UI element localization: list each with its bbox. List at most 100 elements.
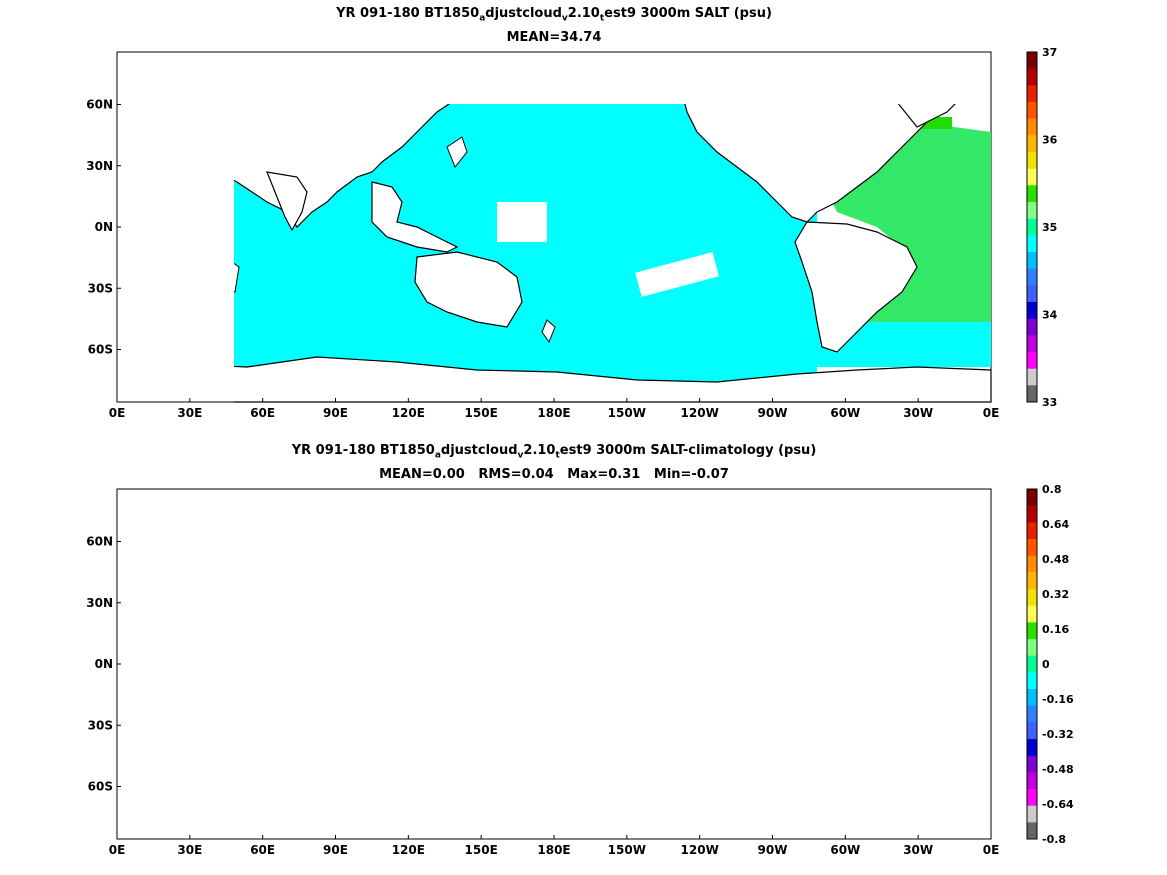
bottom-plot-title: YR 091-180 BT1850adjustcloudv2.10test9 3…: [291, 443, 817, 461]
top-colorbar-label: 33: [1042, 396, 1057, 409]
top-colorbar-swatch: [1027, 335, 1037, 353]
top-x-tick-label: 30E: [177, 406, 202, 420]
top-colorbar-swatch: [1027, 235, 1037, 253]
bottom-colorbar-swatch: [1027, 739, 1037, 757]
top-colorbar-swatch: [1027, 202, 1037, 220]
bottom-colorbar-label: -0.8: [1042, 833, 1066, 846]
bottom-colorbar-swatch: [1027, 639, 1037, 657]
top-x-tick-label: 30W: [903, 406, 933, 420]
top-x-tick-label: 0E: [983, 406, 1000, 420]
top-colorbar-border: [1026, 51, 1038, 403]
top-x-tick-label: 0E: [109, 406, 126, 420]
top-y-tick-label: 30S: [88, 281, 113, 295]
bottom-plot-stats: MEAN=0.00 RMS=0.04 Max=0.31 Min=-0.07: [379, 467, 729, 482]
top-x-tick-label: 180E: [537, 406, 570, 420]
bottom-colorbar-label: -0.32: [1042, 728, 1074, 741]
top-colorbar-swatch: [1027, 318, 1037, 336]
bottom-colorbar-swatch: [1027, 589, 1037, 607]
top-x-tick-label: 60E: [250, 406, 275, 420]
bottom-colorbar-swatch: [1027, 539, 1037, 557]
bottom-colorbar-label: 0.16: [1042, 623, 1069, 636]
bottom-x-tick-label: 150E: [465, 843, 498, 857]
top-x-tick-label: 60W: [830, 406, 860, 420]
bottom-x-tick-label: 60E: [250, 843, 275, 857]
top-y-tick-label: 60S: [88, 343, 113, 357]
top-x-tick-label: 150W: [608, 406, 646, 420]
top-colorbar-swatch: [1027, 135, 1037, 153]
bottom-x-tick-label: 0E: [983, 843, 1000, 857]
bottom-map: [116, 488, 992, 840]
bottom-y-tick-label: 60S: [88, 780, 113, 794]
top-colorbar-swatch: [1027, 102, 1037, 120]
top-x-tick-label: 150E: [465, 406, 498, 420]
top-x-tick-label: 120W: [681, 406, 719, 420]
bottom-x-tick-label: 30E: [177, 843, 202, 857]
bottom-colorbar-label: -0.64: [1042, 798, 1074, 811]
top-y-tick-label: 30N: [86, 159, 113, 173]
bottom-x-tick-label: 90E: [323, 843, 348, 857]
bottom-colorbar-label: 0.8: [1042, 483, 1062, 496]
top-colorbar-label: 34: [1042, 309, 1058, 322]
bottom-x-tick-label: 0E: [109, 843, 126, 857]
top-x-tick-label: 120E: [392, 406, 425, 420]
bottom-colorbar-label: 0.64: [1042, 518, 1069, 531]
bottom-y-tick-label: 30N: [86, 596, 113, 610]
bottom-colorbar-swatch: [1027, 822, 1037, 840]
bottom-colorbar-swatch: [1027, 755, 1037, 773]
bottom-colorbar-swatch: [1027, 489, 1037, 507]
bottom-y-tick-label: 0N: [95, 657, 113, 671]
bottom-x-tick-label: 90W: [758, 843, 788, 857]
top-plot-mean: MEAN=34.74: [506, 30, 602, 45]
top-x-tick-label: 90W: [758, 406, 788, 420]
bottom-colorbar-swatch: [1027, 672, 1037, 690]
bottom-x-tick-label: 60W: [830, 843, 860, 857]
top-colorbar-swatch: [1027, 285, 1037, 303]
top-map: [116, 51, 992, 403]
top-plot-title: YR 091-180 BT1850adjustcloudv2.10test9 3…: [336, 6, 772, 24]
bottom-colorbar-swatch: [1027, 555, 1037, 573]
top-colorbar-swatch: [1027, 118, 1037, 136]
bottom-colorbar-swatch: [1027, 522, 1037, 540]
top-colorbar-swatch: [1027, 252, 1037, 270]
top-colorbar-swatch: [1027, 68, 1037, 86]
bottom-colorbar-label: 0: [1042, 658, 1050, 671]
top-colorbar-swatch: [1027, 52, 1037, 70]
bottom-colorbar-swatch: [1027, 705, 1037, 723]
bottom-colorbar-label: -0.48: [1042, 763, 1074, 776]
bottom-x-tick-label: 150W: [608, 843, 646, 857]
bottom-x-tick-label: 30W: [903, 843, 933, 857]
bottom-colorbar-swatch: [1027, 722, 1037, 740]
bottom-x-tick-label: 120W: [681, 843, 719, 857]
bottom-colorbar-swatch: [1027, 772, 1037, 790]
top-x-tick-label: 90E: [323, 406, 348, 420]
top-colorbar-swatch: [1027, 85, 1037, 103]
top-y-tick-label: 60N: [86, 98, 113, 112]
bottom-colorbar-swatch: [1027, 689, 1037, 707]
bottom-colorbar-swatch: [1027, 655, 1037, 673]
top-colorbar-swatch: [1027, 385, 1037, 403]
bottom-colorbar: 0.8 0.64 0.48 0.32 0.16 0 -0.16 -0.32 -0.48 -0.64…: [1026, 483, 1074, 846]
top-colorbar-swatch: [1027, 185, 1037, 203]
bottom-colorbar-border: [1026, 488, 1038, 840]
bottom-colorbar-swatch: [1027, 789, 1037, 807]
bottom-colorbar-label: -0.16: [1042, 693, 1074, 706]
bottom-y-tick-label: 30S: [88, 718, 113, 732]
top-colorbar-swatch: [1027, 152, 1037, 170]
top-colorbar-swatch: [1027, 168, 1037, 186]
top-colorbar-label: 37: [1042, 46, 1057, 59]
top-colorbar-swatch: [1027, 218, 1037, 236]
bottom-colorbar-swatch: [1027, 622, 1037, 640]
bottom-colorbar-swatch: [1027, 572, 1037, 590]
bottom-x-tick-label: 120E: [392, 843, 425, 857]
bottom-colorbar-swatch: [1027, 505, 1037, 523]
top-colorbar-swatch: [1027, 302, 1037, 320]
bottom-colorbar-swatch: [1027, 805, 1037, 823]
bottom-y-tick-label: 60N: [86, 535, 113, 549]
bottom-colorbar-label: 0.48: [1042, 553, 1069, 566]
bottom-x-tick-label: 180E: [537, 843, 570, 857]
top-colorbar: 37 36 35 34 33: [1026, 46, 1058, 409]
bottom-colorbar-label: 0.32: [1042, 588, 1069, 601]
bottom-colorbar-swatch: [1027, 605, 1037, 623]
top-colorbar-label: 35: [1042, 221, 1057, 234]
